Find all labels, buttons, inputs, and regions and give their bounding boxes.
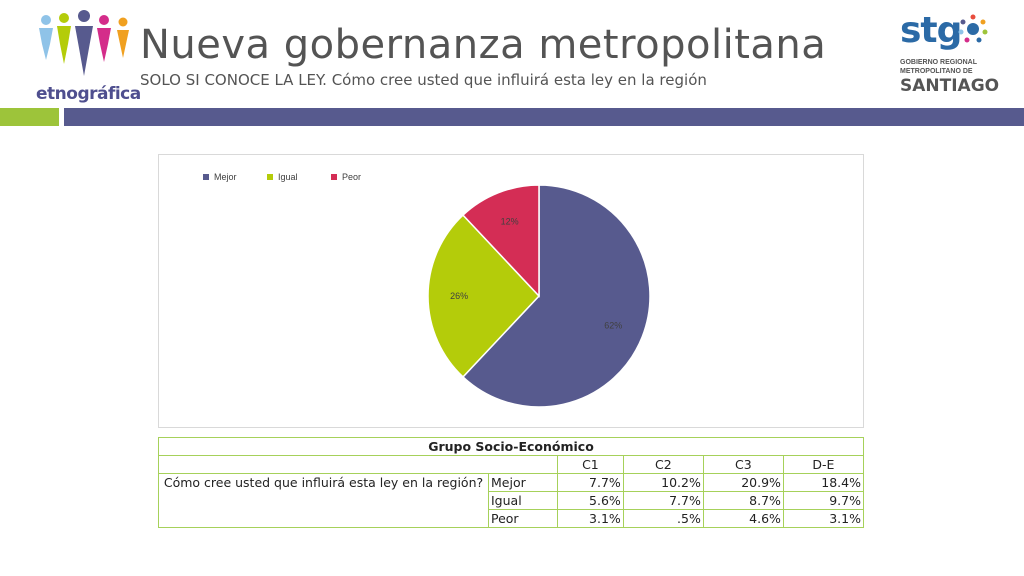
table-cell: .5%	[622, 509, 704, 528]
pie-slice-peor	[461, 184, 540, 298]
table-cell: 9.7%	[782, 491, 865, 510]
pie-data-label: 12%	[501, 217, 519, 227]
table-cell: 18.4%	[782, 473, 865, 492]
legend-swatch	[331, 174, 337, 180]
legend-label: Peor	[342, 172, 362, 182]
col-header: D-E	[782, 455, 865, 474]
legend-item: Igual	[267, 172, 331, 182]
socioeconomic-table: Grupo Socio-Económico C1 C2 C3 D-E Cómo …	[158, 437, 865, 528]
legend-item: Peor	[331, 172, 395, 182]
table-group-header: Grupo Socio-Económico	[158, 437, 864, 456]
accent-bar-green	[0, 108, 59, 126]
chart-legend: Mejor Igual Peor	[203, 172, 395, 182]
table-row: Igual 5.6% 7.7% 8.7% 9.7%	[159, 491, 865, 510]
col-header: C1	[557, 455, 624, 474]
logo-line2: METROPOLITANO DE	[900, 68, 973, 75]
logo-left-text: etnográfica	[36, 84, 141, 104]
table-cell: 8.7%	[702, 491, 784, 510]
pie-slice-mejor	[461, 184, 651, 408]
table-cell: 3.1%	[557, 509, 624, 528]
table-cell: 10.2%	[622, 473, 704, 492]
pie-data-label: 26%	[450, 291, 468, 301]
logo-santiago: SANTIAGO	[900, 76, 1000, 96]
legend-item: Mejor	[203, 172, 267, 182]
pie-chart: Mejor Igual Peor 62% 26% 12%	[158, 154, 864, 428]
page-title: Nueva gobernanza metropolitana	[140, 22, 827, 68]
table-corner	[158, 455, 558, 474]
row-label: Peor	[488, 509, 558, 528]
table-cell: 7.7%	[622, 491, 704, 510]
table-row: Cómo cree usted que influirá esta ley en…	[158, 473, 865, 528]
legend-swatch	[203, 174, 209, 180]
accent-bar-blue	[64, 108, 1024, 126]
gobierno-regional-logo: stg GOBIERNO REGIONAL METROPOLITANO DE S…	[896, 10, 1000, 100]
pie-data-label: 62%	[604, 320, 622, 330]
legend-label: Igual	[278, 172, 298, 182]
table-row: Peor 3.1% .5% 4.6% 3.1%	[159, 509, 865, 528]
legend-swatch	[267, 174, 273, 180]
row-label: Mejor	[488, 473, 558, 492]
table-cell: 7.7%	[557, 473, 624, 492]
col-header: C3	[702, 455, 784, 474]
table-cell: 5.6%	[557, 491, 624, 510]
legend-label: Mejor	[214, 172, 237, 182]
logo-stg-text: stg	[900, 10, 962, 51]
table-cell: 4.6%	[702, 509, 784, 528]
people-icon	[39, 10, 129, 76]
pie-plot: 62% 26% 12%	[427, 184, 651, 408]
table-cell: 3.1%	[782, 509, 865, 528]
row-label: Igual	[488, 491, 558, 510]
logo-line1: GOBIERNO REGIONAL	[900, 59, 978, 66]
table-cell: 20.9%	[702, 473, 784, 492]
sun-dots-icon	[958, 14, 988, 43]
logo-gob-lines: GOBIERNO REGIONAL METROPOLITANO DE	[900, 58, 977, 76]
question-cell: Cómo cree usted que influirá esta ley en…	[158, 473, 489, 528]
pie-slice-igual	[427, 214, 541, 378]
etnografica-logo: etnográfica	[34, 10, 141, 104]
page-subtitle: SOLO SI CONOCE LA LEY. Cómo cree usted q…	[140, 71, 707, 89]
col-header: C2	[622, 455, 704, 474]
